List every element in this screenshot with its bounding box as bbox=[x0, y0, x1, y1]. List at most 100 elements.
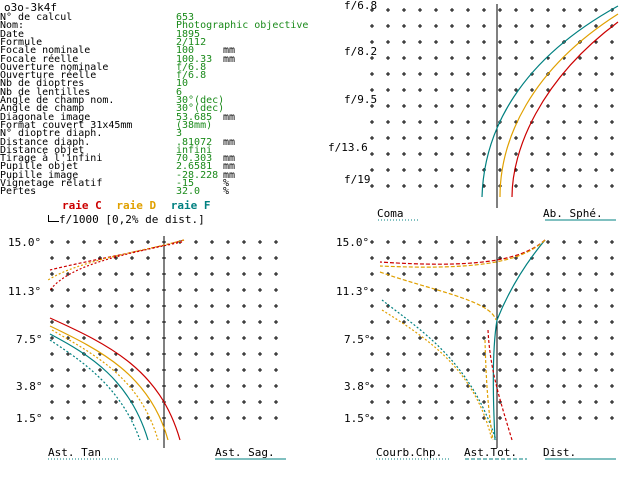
field-grid-mark bbox=[450, 384, 454, 388]
field-grid-mark bbox=[546, 272, 550, 276]
astig-grid-mark bbox=[274, 400, 278, 404]
astig-grid-mark bbox=[130, 336, 134, 340]
astig-grid-mark bbox=[66, 368, 70, 372]
field-grid-mark bbox=[530, 400, 534, 404]
field-grid-mark bbox=[466, 352, 470, 356]
field-grid-mark bbox=[514, 368, 518, 372]
field-grid-mark bbox=[418, 288, 422, 292]
field-grid-mark bbox=[498, 240, 502, 244]
astig-grid-mark bbox=[226, 320, 230, 324]
field-grid-mark bbox=[498, 416, 502, 420]
aberration-grid-mark bbox=[562, 152, 566, 156]
astig-grid-mark bbox=[226, 400, 230, 404]
field-grid-mark bbox=[514, 288, 518, 292]
field-grid-mark bbox=[450, 336, 454, 340]
astig-grid-mark bbox=[274, 288, 278, 292]
parameter-value: 53.685 bbox=[176, 111, 213, 123]
aberration-grid-mark bbox=[402, 88, 406, 92]
aberration-grid-mark bbox=[434, 152, 438, 156]
astig-grid-mark bbox=[130, 272, 134, 276]
aberration-grid-mark bbox=[386, 24, 390, 28]
aberration-grid-mark bbox=[466, 104, 470, 108]
parameter-unit: % bbox=[223, 178, 230, 189]
astig-grid-mark bbox=[210, 352, 214, 356]
field-grid-mark bbox=[610, 256, 614, 260]
astig-grid-mark bbox=[194, 352, 198, 356]
astig-grid-mark bbox=[98, 288, 102, 292]
astig-grid-mark bbox=[210, 256, 214, 260]
astig-grid-mark bbox=[258, 368, 262, 372]
parameter-value: 6 bbox=[176, 86, 183, 98]
field-grid-mark bbox=[594, 288, 598, 292]
aberration-grid-mark bbox=[498, 24, 502, 28]
field-grid-mark bbox=[594, 384, 598, 388]
astig-grid-mark bbox=[114, 416, 118, 420]
astig-grid-mark bbox=[194, 416, 198, 420]
astig-grid-mark bbox=[114, 368, 118, 372]
field-grid-mark bbox=[450, 240, 454, 244]
aberration-grid-mark bbox=[514, 152, 518, 156]
aberration-grid-mark bbox=[450, 40, 454, 44]
aberration-grid-mark bbox=[418, 40, 422, 44]
aberration-grid-mark bbox=[450, 88, 454, 92]
aberration-grid-mark bbox=[386, 168, 390, 172]
astig-grid-mark bbox=[114, 400, 118, 404]
aberration-grid-mark bbox=[370, 72, 374, 76]
field-ylabel-0: 15.0° bbox=[336, 236, 370, 249]
aberration-grid-mark bbox=[530, 152, 534, 156]
field-grid-mark bbox=[546, 240, 550, 244]
field-grid-mark bbox=[386, 384, 390, 388]
field-grid-mark bbox=[546, 336, 550, 340]
astig-grid-mark bbox=[242, 304, 246, 308]
field-grid-mark bbox=[498, 272, 502, 276]
aberration-grid-mark bbox=[370, 152, 374, 156]
aberration-grid-mark bbox=[610, 136, 614, 140]
astig-grid-mark bbox=[178, 256, 182, 260]
aberration-grid-mark bbox=[562, 8, 566, 12]
field-grid-mark bbox=[418, 256, 422, 260]
field-grid-mark bbox=[610, 416, 614, 420]
field-grid-mark bbox=[434, 256, 438, 260]
astig-grid-mark bbox=[274, 272, 278, 276]
field-grid-mark bbox=[402, 304, 406, 308]
astig-grid-mark bbox=[242, 240, 246, 244]
aberration-grid-mark bbox=[402, 104, 406, 108]
astig-grid-mark bbox=[82, 368, 86, 372]
aberration-grid-mark bbox=[418, 56, 422, 60]
field-grid-mark bbox=[482, 400, 486, 404]
field-grid-mark bbox=[370, 304, 374, 308]
aberration-grid-mark bbox=[562, 88, 566, 92]
field-grid-mark bbox=[418, 400, 422, 404]
scale-bar-icon bbox=[48, 215, 59, 222]
field-grid-mark bbox=[418, 368, 422, 372]
aberration-grid-mark bbox=[546, 152, 550, 156]
aberration-ylabel-3: f/13.6 bbox=[328, 141, 368, 154]
field-grid-mark bbox=[546, 352, 550, 356]
aberration-xlabel-coma: Coma bbox=[377, 207, 404, 220]
astig-grid-mark bbox=[274, 336, 278, 340]
astig-grid-mark bbox=[146, 368, 150, 372]
parameter-value: 70.303 bbox=[176, 153, 213, 165]
aberration-grid-mark bbox=[594, 168, 598, 172]
field-grid-mark bbox=[594, 240, 598, 244]
aberration-grid-mark bbox=[482, 8, 486, 12]
aberration-grid-mark bbox=[434, 184, 438, 188]
aberration-grid-mark bbox=[562, 120, 566, 124]
astig-grid-mark bbox=[114, 336, 118, 340]
parameter-unit: mm bbox=[223, 136, 236, 148]
parameter-value: infini bbox=[176, 144, 213, 156]
field-grid-mark bbox=[434, 416, 438, 420]
aberration-grid-mark bbox=[514, 72, 518, 76]
field-grid-mark bbox=[514, 384, 518, 388]
aberration-grid-mark bbox=[418, 24, 422, 28]
field-grid-mark bbox=[482, 256, 486, 260]
astig-grid-mark bbox=[50, 240, 54, 244]
field-grid-mark bbox=[530, 272, 534, 276]
parameter-unit: mm bbox=[223, 53, 236, 65]
aberration-grid-mark bbox=[418, 120, 422, 124]
astig-grid-mark bbox=[178, 320, 182, 324]
aberration-grid-mark bbox=[530, 88, 534, 92]
field-grid-mark bbox=[594, 320, 598, 324]
aberration-grid-mark bbox=[594, 8, 598, 12]
aberration-grid-mark bbox=[514, 56, 518, 60]
